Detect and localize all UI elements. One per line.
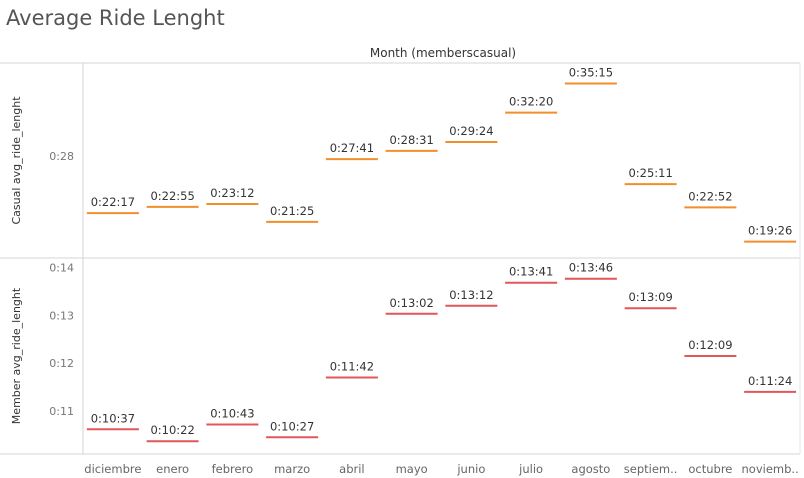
data-label: 0:19:26 — [748, 224, 792, 238]
data-label: 0:25:11 — [628, 166, 672, 180]
data-label: 0:10:27 — [270, 419, 314, 433]
x-tick-label: junio — [456, 462, 485, 476]
chart-frame — [0, 62, 801, 455]
x-tick-label: enero — [156, 462, 189, 476]
data-label: 0:12:09 — [688, 338, 732, 352]
data-label: 0:13:12 — [449, 288, 493, 302]
x-tick-label: abril — [339, 462, 364, 476]
data-label: 0:13:09 — [628, 290, 672, 304]
data-label: 0:28:31 — [389, 133, 433, 147]
data-label: 0:13:46 — [569, 261, 613, 275]
y-tick-label: 0:13 — [49, 309, 74, 322]
y-tick-label: 0:11 — [49, 405, 74, 418]
x-tick-label: octubre — [688, 462, 732, 476]
panel-member: Member avg_ride_lenght 0:11 0:12 0:13 0:14 0:… — [10, 261, 797, 443]
data-label: 0:10:43 — [210, 407, 254, 421]
row-label: Member avg_ride_lenght — [10, 287, 23, 424]
data-label: 0:22:17 — [91, 195, 135, 209]
data-label: 0:13:02 — [389, 296, 433, 310]
data-label: 0:10:22 — [150, 423, 194, 437]
x-axis: diciembre enero febrero marzo abril mayo junio… — [84, 462, 798, 476]
row-label: Casual avg_ride_lenght — [10, 96, 23, 225]
x-tick-label: diciembre — [84, 462, 141, 476]
data-label: 0:32:20 — [509, 95, 553, 109]
panel-casual: Casual avg_ride_lenght 0:28 0:22:17 0:22:55… — [10, 66, 797, 243]
data-label: 0:10:37 — [91, 411, 135, 425]
y-tick-label: 0:12 — [49, 357, 74, 370]
data-label: 0:11:24 — [748, 374, 792, 388]
x-tick-label: marzo — [274, 462, 310, 476]
data-label: 0:29:24 — [449, 124, 493, 138]
x-tick-label: mayo — [396, 462, 428, 476]
data-label: 0:23:12 — [210, 186, 254, 200]
y-tick-label: 0:28 — [49, 150, 74, 163]
data-label: 0:21:25 — [270, 204, 314, 218]
x-tick-label: septiem.. — [624, 462, 678, 476]
x-tick-label: julio — [518, 462, 543, 476]
data-label: 0:27:41 — [330, 141, 374, 155]
x-tick-label: febrero — [212, 462, 254, 476]
chart-panels: Casual avg_ride_lenght 0:28 0:22:17 0:22:55… — [10, 66, 797, 443]
data-label: 0:22:55 — [150, 189, 194, 203]
x-tick-label: agosto — [571, 462, 610, 476]
chart-title: Average Ride Lenght — [6, 6, 225, 30]
data-label: 0:35:15 — [569, 66, 613, 80]
data-label: 0:22:52 — [688, 189, 732, 203]
data-label: 0:11:42 — [330, 360, 374, 374]
column-header: Month (memberscasual) — [370, 46, 516, 60]
x-tick-label: noviemb.. — [742, 462, 799, 476]
data-label: 0:13:41 — [509, 265, 553, 279]
y-tick-label: 0:14 — [49, 262, 74, 275]
